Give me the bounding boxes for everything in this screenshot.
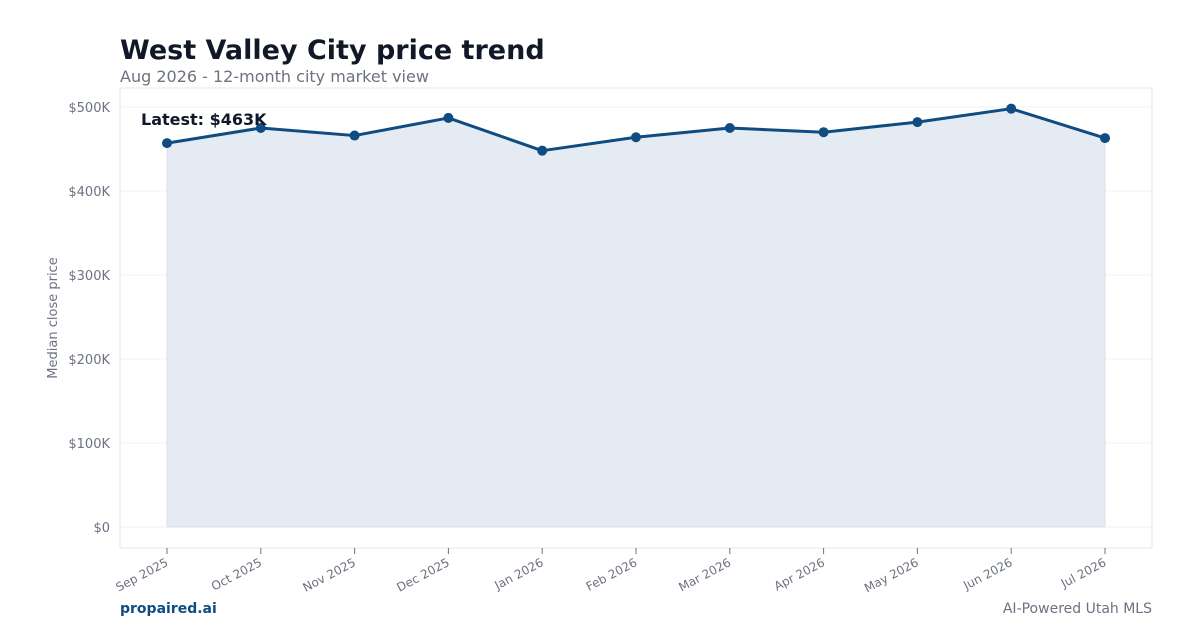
chart-subtitle: Aug 2026 - 12-month city market view bbox=[120, 67, 429, 86]
x-tick-label: Oct 2025 bbox=[209, 555, 264, 593]
y-axis-label: Median close price bbox=[46, 257, 61, 378]
data-point bbox=[443, 112, 454, 123]
y-tick-label: $0 bbox=[93, 521, 110, 536]
x-tick-label: Sep 2025 bbox=[114, 555, 171, 594]
data-point bbox=[162, 138, 172, 149]
x-tick-label: Apr 2026 bbox=[772, 555, 827, 593]
data-point bbox=[724, 123, 735, 133]
series-area bbox=[166, 108, 1106, 528]
data-point bbox=[818, 127, 829, 138]
data-point bbox=[631, 132, 641, 143]
x-tick-label: Feb 2026 bbox=[584, 555, 640, 593]
x-tick-label: May 2026 bbox=[862, 555, 921, 595]
x-tick-label: Nov 2025 bbox=[300, 555, 358, 594]
y-tick-label: $500K bbox=[68, 101, 110, 116]
y-tick-label: $300K bbox=[68, 269, 110, 284]
chart-title: West Valley City price trend bbox=[120, 35, 545, 66]
data-point bbox=[1100, 133, 1110, 144]
tagline-label: AI-Powered Utah MLS bbox=[1002, 601, 1152, 617]
y-tick-label: $100K bbox=[68, 437, 110, 452]
x-tick-label: Jan 2026 bbox=[491, 555, 545, 593]
data-point bbox=[349, 130, 360, 141]
data-point bbox=[1006, 103, 1017, 114]
x-tick-label: Dec 2025 bbox=[394, 555, 451, 594]
x-tick-label: Mar 2026 bbox=[676, 555, 733, 594]
x-tick-label: Jul 2026 bbox=[1058, 555, 1109, 591]
latest-annotation: Latest: $463K bbox=[141, 110, 267, 129]
y-tick-label: $400K bbox=[68, 185, 110, 200]
brand-label: propaired.ai bbox=[120, 601, 217, 617]
x-tick-label: Jun 2026 bbox=[960, 555, 1014, 593]
data-point bbox=[255, 123, 266, 133]
y-tick-label: $200K bbox=[68, 353, 110, 368]
data-point bbox=[537, 145, 548, 156]
data-point bbox=[912, 117, 923, 128]
